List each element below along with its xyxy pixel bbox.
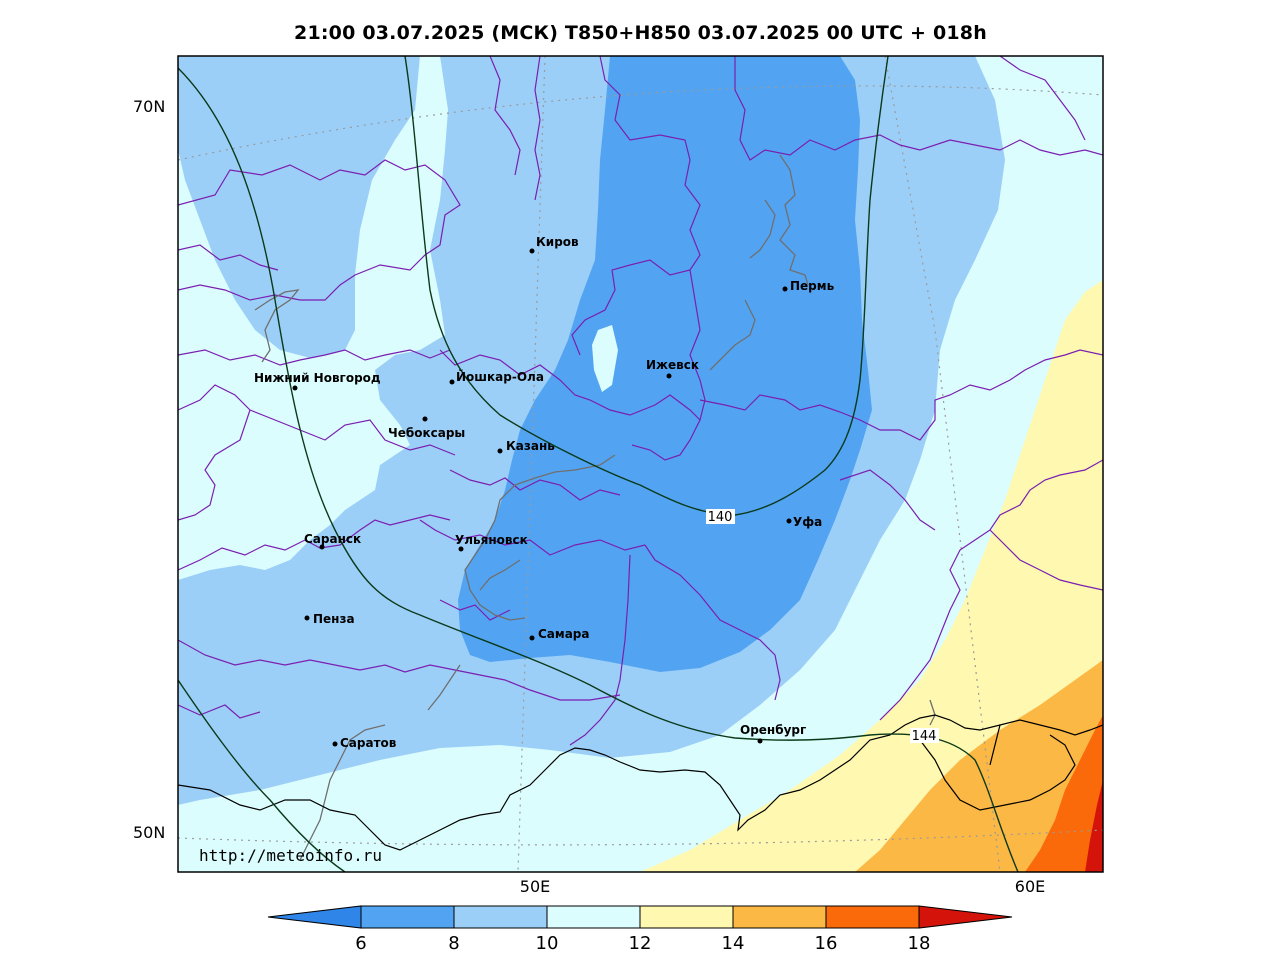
colorbar-segment-12-14 [639,905,734,929]
svg-text:Казань: Казань [506,439,555,453]
colorbar-segment-8-10 [453,905,548,929]
map-title: 21:00 03.07.2025 (МСК) T850+H850 03.07.2… [294,22,987,44]
temp-band-14-16 [855,660,1103,872]
city-orenburg: Оренбург [740,723,806,744]
temp-band-16-18 [1025,715,1103,872]
city-yoshkar-ola: Йошкар-Ола [449,369,544,385]
svg-text:Уфа: Уфа [793,515,822,529]
colorbar-segment-10-12 [546,905,641,929]
svg-text:Оренбург: Оренбург [740,723,806,737]
city-kazan: Казань [497,439,555,454]
temp-band-6-8-hole [592,325,618,392]
city-izhevsk: Ижевск [646,358,699,379]
cities: Киров Пермь Нижний Новгород Йошкар-Ола И… [254,235,835,750]
temp-band-6-8 [458,56,872,672]
svg-text:Пермь: Пермь [790,279,835,293]
colorbar-tick-14: 14 [722,933,745,954]
contour-label-144: 144 [910,728,939,744]
lon-label-60e: 60E [1015,877,1045,896]
colorbar-tick-12: 12 [629,933,652,954]
source-url: http://meteoinfo.ru [199,846,382,865]
svg-text:140: 140 [708,510,733,525]
lon-label-50e: 50E [520,877,550,896]
city-ulyanovsk: Ульяновск [455,533,528,552]
svg-text:Ижевск: Ижевск [646,358,699,372]
colorbar: 6 8 10 12 14 16 18 [267,905,1013,954]
colorbar-low-arrow [267,905,362,929]
lat-label-50n: 50N [133,823,165,842]
colorbar-segment-14-16 [732,905,827,929]
svg-text:Киров: Киров [536,235,579,249]
temp-band-12-14 [640,280,1103,872]
lat-label-70n: 70N [133,97,165,116]
map-frame [177,55,1104,873]
region-boundaries [178,56,1103,746]
svg-text:144: 144 [912,729,937,744]
country-border [178,714,1103,851]
colorbar-tick-6: 6 [355,933,366,954]
temp-band-18-plus [1085,780,1103,872]
city-kirov: Киров [529,235,579,254]
city-saransk: Саранск [304,532,361,550]
city-penza: Пенза [304,612,355,626]
graticule [178,56,1103,872]
svg-text:Ульяновск: Ульяновск [455,533,528,547]
svg-text:Саранск: Саранск [304,532,361,546]
colorbar-segment-16-18 [825,905,920,929]
svg-text:Пенза: Пенза [313,612,355,626]
colorbar-tick-18: 18 [908,933,931,954]
colorbar-tick-16: 16 [815,933,838,954]
colorbar-tick-10: 10 [536,933,559,954]
contour-label-140: 140 [706,509,735,525]
svg-text:Самара: Самара [538,627,590,641]
colorbar-tick-8: 8 [448,933,459,954]
svg-text:Саратов: Саратов [340,736,397,750]
colorbar-high-arrow [918,905,1013,929]
city-perm: Пермь [782,279,835,293]
city-nizhny-novgorod: Нижний Новгород [254,371,381,391]
svg-text:Нижний Новгород: Нижний Новгород [254,371,381,385]
city-saratov: Саратов [332,736,397,750]
city-cheboksary: Чебоксары [388,416,465,440]
city-ufa: Уфа [786,515,822,529]
colorbar-segment-6-8 [360,905,455,929]
svg-text:Йошкар-Ола: Йошкар-Ола [456,369,544,384]
city-samara: Самара [529,627,590,641]
svg-text:Чебоксары: Чебоксары [388,426,465,440]
temperature-field [178,56,1103,872]
